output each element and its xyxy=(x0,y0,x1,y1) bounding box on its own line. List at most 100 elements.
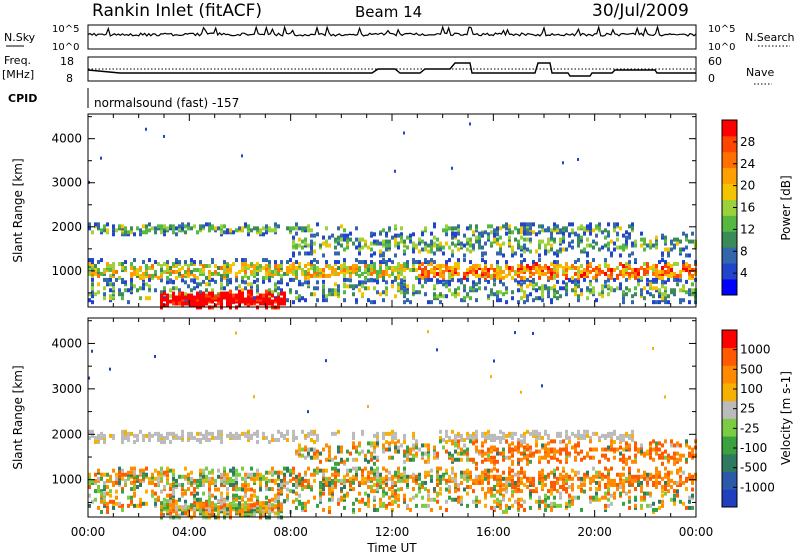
heatmap-cell xyxy=(685,237,688,242)
heatmap-cell xyxy=(574,445,577,450)
heatmap-cell xyxy=(370,489,373,494)
nsky-strip-frame xyxy=(87,24,697,50)
heatmap-cell xyxy=(307,267,310,272)
heatmap-cell xyxy=(502,453,505,458)
heatmap-cell xyxy=(556,224,559,229)
heatmap-cell xyxy=(427,459,430,464)
heatmap-cell xyxy=(685,253,688,258)
heatmap-cell xyxy=(271,228,274,233)
heatmap-cell xyxy=(277,295,280,300)
heatmap-cell xyxy=(559,447,562,452)
heatmap-cell xyxy=(163,437,166,442)
heatmap-cell xyxy=(382,435,385,440)
heatmap-cell xyxy=(226,487,229,492)
heatmap-cell xyxy=(559,451,562,456)
heatmap-cell xyxy=(598,480,601,485)
heatmap-cell xyxy=(235,511,238,516)
heatmap-cell xyxy=(574,447,577,452)
heatmap-cell xyxy=(244,269,247,274)
heatmap-cell xyxy=(250,433,253,438)
heatmap-cell xyxy=(223,499,226,504)
heatmap-cell xyxy=(172,224,175,229)
heatmap-cell xyxy=(454,485,457,490)
heatmap-cell xyxy=(466,277,469,282)
heatmap-cell xyxy=(304,269,307,274)
heatmap-cell xyxy=(502,253,505,258)
heatmap-cell xyxy=(187,487,190,492)
heatmap-cell xyxy=(277,482,280,487)
heatmap-cell xyxy=(610,493,613,498)
heatmap-cell xyxy=(127,230,130,235)
heatmap-cell xyxy=(541,468,544,473)
heatmap-cell xyxy=(577,429,580,434)
heatmap-cell xyxy=(262,258,265,263)
heatmap-cell xyxy=(466,247,469,252)
heatmap-cell xyxy=(685,233,688,238)
heatmap-cell xyxy=(538,431,541,436)
heatmap-cell xyxy=(91,286,94,291)
heatmap-cell xyxy=(148,228,151,233)
heatmap-cell xyxy=(325,359,327,363)
heatmap-cell xyxy=(547,447,550,452)
heatmap-cell xyxy=(244,478,247,483)
heatmap-cell xyxy=(421,451,424,456)
heatmap-cell xyxy=(196,295,199,300)
heatmap-cell xyxy=(607,480,610,485)
heatmap-cell xyxy=(172,291,175,296)
heatmap-cell xyxy=(382,298,385,303)
heatmap-cell xyxy=(268,294,271,299)
heatmap-cell xyxy=(538,459,541,464)
heatmap-cell xyxy=(109,489,112,494)
heatmap-cell xyxy=(415,441,418,446)
heatmap-cell xyxy=(361,237,364,242)
heatmap-cell xyxy=(184,295,187,300)
heatmap-cell xyxy=(562,476,565,481)
heatmap-cell xyxy=(310,472,313,477)
heatmap-cell xyxy=(394,449,397,454)
heatmap-cell xyxy=(565,267,568,272)
heatmap-cell xyxy=(376,290,379,295)
heatmap-cell xyxy=(436,470,439,475)
heatmap-cell xyxy=(592,228,595,233)
heatmap-cell xyxy=(631,459,634,464)
heatmap-cell xyxy=(139,482,142,487)
heatmap-cell xyxy=(661,476,664,481)
heatmap-cell xyxy=(568,493,571,498)
heatmap-cell xyxy=(505,231,508,236)
heatmap-cell xyxy=(127,437,130,442)
heatmap-cell xyxy=(412,241,415,246)
heatmap-cell xyxy=(550,449,553,454)
heatmap-cell xyxy=(388,243,391,248)
heatmap-cell xyxy=(592,474,595,479)
heatmap-cell xyxy=(556,266,559,271)
heatmap-cell xyxy=(433,235,436,240)
heatmap-cell xyxy=(190,258,193,263)
heatmap-cell xyxy=(517,459,520,464)
heatmap-cell xyxy=(529,495,532,500)
heatmap-cell xyxy=(439,247,442,252)
heatmap-cell xyxy=(448,437,451,442)
heatmap-cell xyxy=(634,455,637,460)
heatmap-cell xyxy=(598,497,601,502)
heatmap-cell xyxy=(190,476,193,481)
heatmap-cell xyxy=(130,495,133,500)
heatmap-cell xyxy=(439,474,442,479)
nave-tick-top: 60 xyxy=(708,55,722,68)
heatmap-cell xyxy=(358,507,361,512)
heatmap-cell xyxy=(265,258,268,263)
heatmap-cell xyxy=(382,275,385,280)
heatmap-cell xyxy=(241,487,244,492)
heatmap-cell xyxy=(361,476,364,481)
heatmap-cell xyxy=(565,451,568,456)
heatmap-cell xyxy=(460,437,463,442)
heatmap-cell xyxy=(601,447,604,452)
heatmap-cell xyxy=(607,468,610,473)
heatmap-cell xyxy=(97,440,100,445)
heatmap-cell xyxy=(331,497,334,502)
heatmap-cell xyxy=(682,247,685,252)
heatmap-cell xyxy=(511,431,514,436)
heatmap-cell xyxy=(565,429,568,434)
heatmap-cell xyxy=(472,441,475,446)
heatmap-cell xyxy=(541,487,544,492)
heatmap-cell xyxy=(460,298,463,303)
